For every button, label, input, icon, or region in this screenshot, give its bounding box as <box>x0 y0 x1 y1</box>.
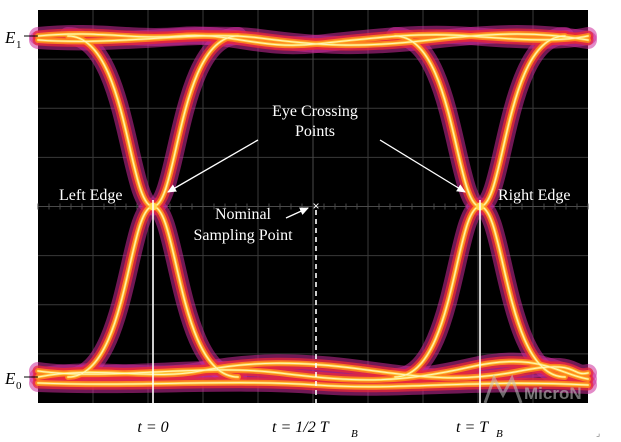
crossing-label-line2: Points <box>295 123 335 140</box>
svg-text:E: E <box>4 369 16 388</box>
eye-trace <box>37 33 589 46</box>
eye-trace <box>37 361 589 381</box>
svg-text:E: E <box>4 28 16 47</box>
right-edge-label: Right Edge <box>498 187 570 204</box>
svg-text:t = 1/2 T: t = 1/2 T <box>272 419 330 436</box>
svg-text:1: 1 <box>16 39 22 51</box>
time-label-half-period: t = 1/2 T B <box>272 419 358 440</box>
crossing-label-line1: Eye Crossing <box>272 103 358 120</box>
svg-text:MicroN: MicroN <box>524 384 582 403</box>
svg-text:B: B <box>496 428 503 440</box>
svg-text:t = T: t = T <box>456 419 489 436</box>
arrow-to-right-crossing <box>379 139 466 193</box>
time-label-period: t = T B <box>456 419 503 440</box>
sampling-point-mark: × <box>312 199 319 213</box>
svg-text:0: 0 <box>16 380 22 392</box>
corner-mark: ⌟ <box>596 428 600 438</box>
svg-text:B: B <box>351 428 358 440</box>
arrow-to-left-crossing <box>167 139 259 193</box>
sampling-label-line2: Sampling Point <box>193 227 293 244</box>
time-label-zero: t = 0 <box>137 419 168 436</box>
watermark-logo: MicroN <box>483 374 582 404</box>
left-edge-label: Left Edge <box>59 187 123 204</box>
high-level-label: E 1 <box>4 28 22 51</box>
low-level-label: E 0 <box>4 369 22 392</box>
sampling-label-line1: Nominal <box>215 206 272 223</box>
arrow-to-sampling-point <box>285 207 309 219</box>
